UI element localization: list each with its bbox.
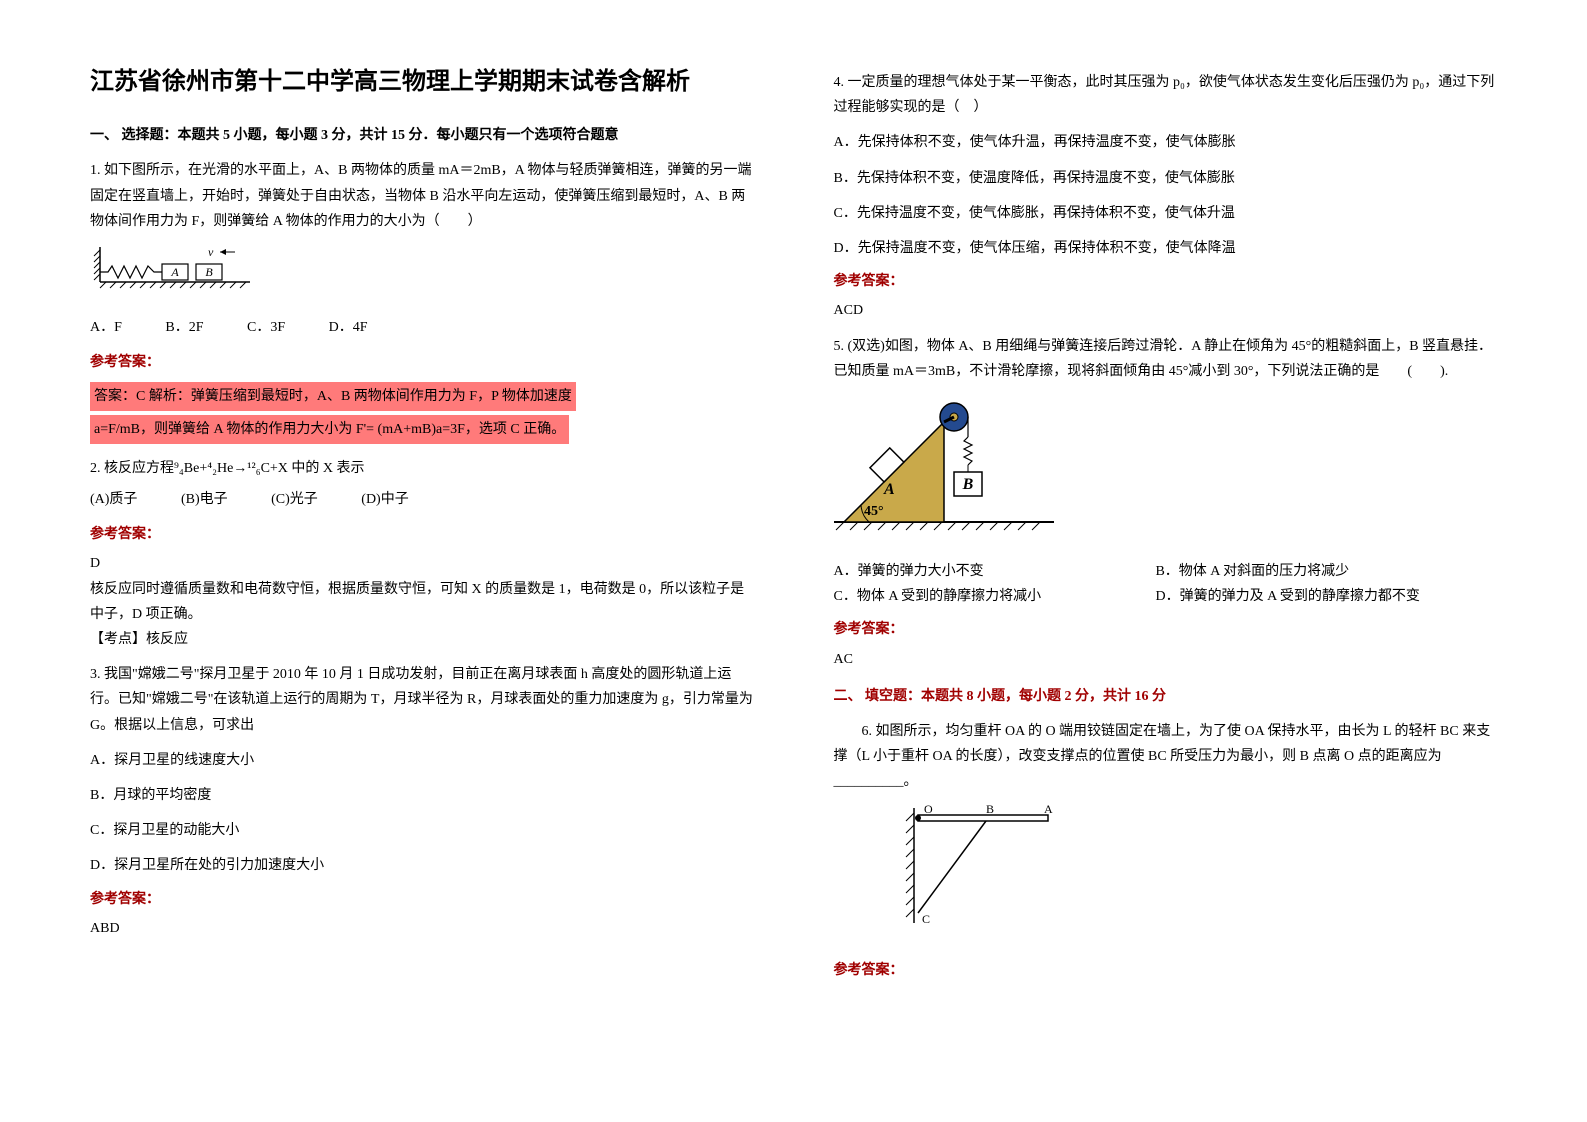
q5-opt-c: C．物体 A 受到的静摩擦力将减小 <box>834 584 1152 609</box>
svg-text:B: B <box>205 265 213 279</box>
q4-opt-d: D．先保持温度不变，使气体压缩，再保持体积不变，使气体降温 <box>834 236 1498 261</box>
section-2-header: 二、 填空题：本题共 8 小题，每小题 2 分，共计 16 分 <box>834 684 1498 709</box>
svg-text:O: O <box>924 803 933 816</box>
svg-text:B: B <box>961 476 973 493</box>
question-3: 3. 我国"嫦娥二号"探月卫星于 2010 年 10 月 1 日成功发射，目前正… <box>90 662 754 941</box>
section-1-header: 一、 选择题：本题共 5 小题，每小题 3 分，共计 15 分．每小题只有一个选… <box>90 123 754 148</box>
svg-text:45°: 45° <box>864 504 884 519</box>
q4-ans: ACD <box>834 298 1498 323</box>
q2-exp2: 【考点】核反应 <box>90 627 754 652</box>
question-1: 1. 如下图所示，在光滑的水平面上，A、B 两物体的质量 mA＝2mB，A 物体… <box>90 158 754 446</box>
q2-text: 2. 核反应方程⁹₄Be+⁴₂He→¹²₆C+X 中的 X 表示 <box>90 456 754 481</box>
q4-options: A．先保持体积不变，使气体升温，再保持温度不变，使气体膨胀 B．先保持体积不变，… <box>834 130 1498 261</box>
question-6: 6. 如图所示，均匀重杆 OA 的 O 端用铰链固定在墙上，为了使 OA 保持水… <box>834 719 1498 983</box>
q1-opt-d: D．4F <box>329 315 368 340</box>
q5-ans: AC <box>834 647 1498 672</box>
q1-text: 1. 如下图所示，在光滑的水平面上，A、B 两物体的质量 mA＝2mB，A 物体… <box>90 158 754 234</box>
q3-opt-c: C．探月卫星的动能大小 <box>90 818 754 843</box>
q5-options: A．弹簧的弹力大小不变 B．物体 A 对斜面的压力将减少 C．物体 A 受到的静… <box>834 559 1498 609</box>
q5-opt-d: D．弹簧的弹力及 A 受到的静摩擦力都不变 <box>1155 584 1473 609</box>
q2-opt-a: (A)质子 <box>90 487 137 512</box>
q4-opt-b: B．先保持体积不变，使温度降低，再保持温度不变，使气体膨胀 <box>834 166 1498 191</box>
q6-diagram: O B A C <box>894 803 1074 933</box>
svg-text:B: B <box>986 803 994 816</box>
q3-text: 3. 我国"嫦娥二号"探月卫星于 2010 年 10 月 1 日成功发射，目前正… <box>90 662 754 738</box>
q3-opt-d: D．探月卫星所在处的引力加速度大小 <box>90 853 754 878</box>
svg-text:C: C <box>922 912 930 926</box>
q1-options: A．F B．2F C．3F D．4F <box>90 315 754 340</box>
q2-opt-d: (D)中子 <box>361 487 408 512</box>
q4-text: 4. 一定质量的理想气体处于某一平衡态，此时其压强为 p₀，欲使气体状态发生变化… <box>834 70 1498 120</box>
q1-opt-a: A．F <box>90 315 122 340</box>
q2-exp1: 核反应同时遵循质量数和电荷数守恒，根据质量数守恒，可知 X 的质量数是 1，电荷… <box>90 577 754 627</box>
q5-ans-label: 参考答案： <box>834 617 1498 642</box>
q6-ans-label: 参考答案： <box>834 958 1498 983</box>
svg-text:v: v <box>208 245 214 259</box>
q1-ans-line1: 答案：C 解析：弹簧压缩到最短时，A、B 两物体间作用力为 F，P 物体加速度 <box>90 382 576 411</box>
svg-text:A: A <box>170 265 179 279</box>
q3-opt-b: B．月球的平均密度 <box>90 783 754 808</box>
page-title: 江苏省徐州市第十二中学高三物理上学期期末试卷含解析 <box>90 60 754 103</box>
q1-opt-c: C．3F <box>247 315 285 340</box>
q4-opt-c: C．先保持温度不变，使气体膨胀，再保持体积不变，使气体升温 <box>834 201 1498 226</box>
q5-diagram: 45° A B <box>834 392 1074 542</box>
q1-opt-b: B．2F <box>165 315 203 340</box>
q5-text: 5. (双选)如图，物体 A、B 用细绳与弹簧连接后跨过滑轮．A 静止在倾角为 … <box>834 334 1498 384</box>
q3-ans: ABD <box>90 916 754 941</box>
svg-text:A: A <box>883 481 895 498</box>
q2-opt-c: (C)光子 <box>271 487 318 512</box>
question-4: 4. 一定质量的理想气体处于某一平衡态，此时其压强为 p₀，欲使气体状态发生变化… <box>834 70 1498 324</box>
left-column: 江苏省徐州市第十二中学高三物理上学期期末试卷含解析 一、 选择题：本题共 5 小… <box>90 60 754 993</box>
q2-options: (A)质子 (B)电子 (C)光子 (D)中子 <box>90 487 754 512</box>
q3-opt-a: A．探月卫星的线速度大小 <box>90 748 754 773</box>
q1-diagram: A B v <box>90 242 270 292</box>
q2-ans-label: 参考答案： <box>90 522 754 547</box>
right-column: 4. 一定质量的理想气体处于某一平衡态，此时其压强为 p₀，欲使气体状态发生变化… <box>834 60 1498 993</box>
svg-text:A: A <box>1044 803 1053 816</box>
q1-ans-label: 参考答案： <box>90 350 754 375</box>
q2-ans: D <box>90 551 754 576</box>
q5-opt-b: B．物体 A 对斜面的压力将减少 <box>1155 559 1473 584</box>
q6-text: 6. 如图所示，均匀重杆 OA 的 O 端用铰链固定在墙上，为了使 OA 保持水… <box>834 719 1498 795</box>
q4-ans-label: 参考答案： <box>834 269 1498 294</box>
q5-opt-a: A．弹簧的弹力大小不变 <box>834 559 1152 584</box>
q3-ans-label: 参考答案： <box>90 887 754 912</box>
q3-options: A．探月卫星的线速度大小 B．月球的平均密度 C．探月卫星的动能大小 D．探月卫… <box>90 748 754 879</box>
q1-ans-line2: a=F/mB，则弹簧给 A 物体的作用力大小为 F'= (mA+mB)a=3F，… <box>90 415 569 444</box>
q4-opt-a: A．先保持体积不变，使气体升温，再保持温度不变，使气体膨胀 <box>834 130 1498 155</box>
question-5: 5. (双选)如图，物体 A、B 用细绳与弹簧连接后跨过滑轮．A 静止在倾角为 … <box>834 334 1498 672</box>
question-2: 2. 核反应方程⁹₄Be+⁴₂He→¹²₆C+X 中的 X 表示 (A)质子 (… <box>90 456 754 652</box>
q2-opt-b: (B)电子 <box>181 487 228 512</box>
